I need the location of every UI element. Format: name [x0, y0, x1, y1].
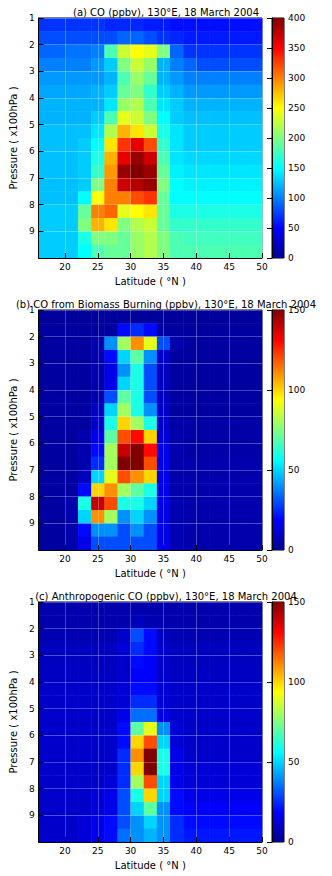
svg-text:50: 50 [256, 262, 268, 272]
svg-text:25: 25 [92, 262, 103, 272]
svg-text:50: 50 [288, 757, 300, 767]
svg-text:4: 4 [29, 385, 35, 395]
svg-text:7: 7 [29, 465, 35, 475]
svg-text:0: 0 [288, 837, 294, 847]
svg-text:30: 30 [125, 554, 137, 564]
svg-text:(c) Anthropogenic CO (ppbv), 1: (c) Anthropogenic CO (ppbv), 130°E, 18 M… [35, 591, 297, 602]
svg-text:40: 40 [191, 262, 203, 272]
svg-text:Pressure ( x100hPa ): Pressure ( x100hPa ) [8, 86, 19, 189]
svg-text:Pressure ( x100hPa ): Pressure ( x100hPa ) [8, 670, 19, 773]
svg-text:35: 35 [158, 554, 169, 564]
svg-text:8: 8 [29, 492, 35, 502]
svg-text:6: 6 [29, 730, 35, 740]
svg-text:45: 45 [223, 554, 234, 564]
svg-text:35: 35 [158, 262, 169, 272]
svg-text:25: 25 [92, 554, 103, 564]
svg-text:30: 30 [125, 262, 137, 272]
svg-text:0: 0 [288, 545, 294, 555]
svg-text:45: 45 [223, 262, 234, 272]
svg-text:5: 5 [29, 120, 35, 130]
svg-text:40: 40 [191, 554, 203, 564]
svg-text:7: 7 [29, 173, 35, 183]
svg-text:150: 150 [288, 305, 306, 315]
svg-text:5: 5 [29, 412, 35, 422]
svg-text:50: 50 [288, 465, 300, 475]
svg-text:6: 6 [29, 438, 35, 448]
svg-text:7: 7 [29, 757, 35, 767]
svg-text:1: 1 [29, 597, 35, 607]
svg-text:9: 9 [29, 518, 35, 528]
svg-text:2: 2 [29, 332, 35, 342]
svg-text:8: 8 [29, 200, 35, 210]
svg-text:3: 3 [29, 650, 35, 660]
svg-text:35: 35 [158, 846, 169, 856]
svg-text:300: 300 [288, 73, 305, 83]
svg-text:150: 150 [288, 597, 306, 607]
svg-text:45: 45 [223, 846, 234, 856]
svg-text:350: 350 [288, 43, 305, 53]
svg-text:100: 100 [288, 193, 305, 203]
svg-text:40: 40 [191, 846, 203, 856]
svg-text:50: 50 [256, 554, 268, 564]
svg-text:6: 6 [29, 146, 35, 156]
svg-text:20: 20 [59, 846, 71, 856]
svg-text:Pressure ( x100hPa ): Pressure ( x100hPa ) [8, 378, 19, 481]
svg-text:4: 4 [29, 93, 35, 103]
svg-text:250: 250 [288, 103, 305, 113]
svg-text:0: 0 [288, 253, 294, 263]
svg-text:3: 3 [29, 358, 35, 368]
svg-text:4: 4 [29, 677, 35, 687]
svg-text:Latitude ( °N ): Latitude ( °N ) [115, 276, 186, 287]
svg-text:(b) CO from Biomass Burning (p: (b) CO from Biomass Burning (ppbv), 130°… [16, 299, 316, 310]
svg-text:400: 400 [288, 13, 305, 23]
svg-text:(a) CO (ppbv), 130°E, 18 March: (a) CO (ppbv), 130°E, 18 March 2004 [73, 7, 259, 18]
svg-text:50: 50 [288, 223, 300, 233]
svg-text:3: 3 [29, 66, 35, 76]
svg-text:150: 150 [288, 163, 305, 173]
svg-text:30: 30 [125, 846, 137, 856]
svg-text:20: 20 [59, 262, 71, 272]
svg-text:Latitude ( °N ): Latitude ( °N ) [115, 860, 186, 871]
svg-text:8: 8 [29, 784, 35, 794]
svg-text:9: 9 [29, 810, 35, 820]
svg-text:2: 2 [29, 624, 35, 634]
svg-text:50: 50 [256, 846, 268, 856]
svg-text:100: 100 [288, 677, 305, 687]
svg-text:200: 200 [288, 133, 305, 143]
svg-text:1: 1 [29, 13, 35, 23]
svg-text:Latitude ( °N ): Latitude ( °N ) [115, 568, 186, 579]
svg-text:25: 25 [92, 846, 103, 856]
svg-text:20: 20 [59, 554, 71, 564]
svg-text:9: 9 [29, 226, 35, 236]
svg-text:5: 5 [29, 704, 35, 714]
svg-text:100: 100 [288, 385, 305, 395]
svg-text:2: 2 [29, 40, 35, 50]
